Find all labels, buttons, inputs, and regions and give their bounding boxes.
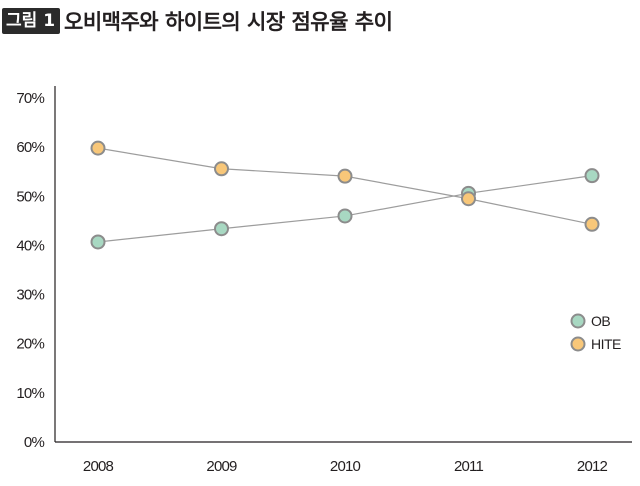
data-point-ob	[90, 234, 106, 250]
data-point-hite	[337, 168, 353, 184]
y-tick-label: 60%	[16, 139, 44, 156]
x-tick-label: 2008	[83, 458, 114, 475]
x-tick-label: 2011	[454, 458, 484, 475]
legend-marker-hite	[570, 336, 586, 352]
data-point-ob	[337, 208, 353, 224]
chart-title-row: 그림 1 오비맥주와 하이트의 시장 점유율 추이	[2, 6, 393, 36]
figure-label: 그림 1	[2, 8, 61, 34]
chart-title: 오비맥주와 하이트의 시장 점유율 추이	[64, 10, 393, 34]
x-tick-label: 2012	[577, 458, 608, 475]
data-point-ob	[214, 221, 229, 237]
y-tick-label: 50%	[16, 188, 44, 205]
data-point-hite	[214, 161, 229, 177]
y-tick-label: 0%	[24, 434, 45, 451]
data-point-hite	[90, 140, 106, 156]
data-point-hite	[461, 191, 476, 207]
x-tick-label: 2009	[206, 458, 237, 475]
y-tick-label: 40%	[16, 237, 44, 254]
data-point-hite	[584, 216, 600, 232]
y-tick-label: 10%	[16, 385, 44, 402]
y-tick-label: 70%	[16, 90, 44, 107]
legend: OB HITE	[570, 313, 622, 352]
data-point-ob	[584, 168, 600, 184]
series-lines	[97, 147, 593, 243]
legend-label: OB	[591, 313, 610, 329]
axes: 0% 10% 20% 30% 40% 50% 60% 70% 2008 2009 2010 2011 2…	[16, 86, 632, 475]
y-tick-label: 30%	[16, 287, 44, 304]
y-tick-label: 20%	[16, 336, 44, 353]
series-points	[90, 140, 600, 250]
legend-marker-ob	[570, 313, 586, 329]
legend-label: HITE	[591, 336, 621, 352]
x-tick-label: 2010	[330, 458, 361, 475]
